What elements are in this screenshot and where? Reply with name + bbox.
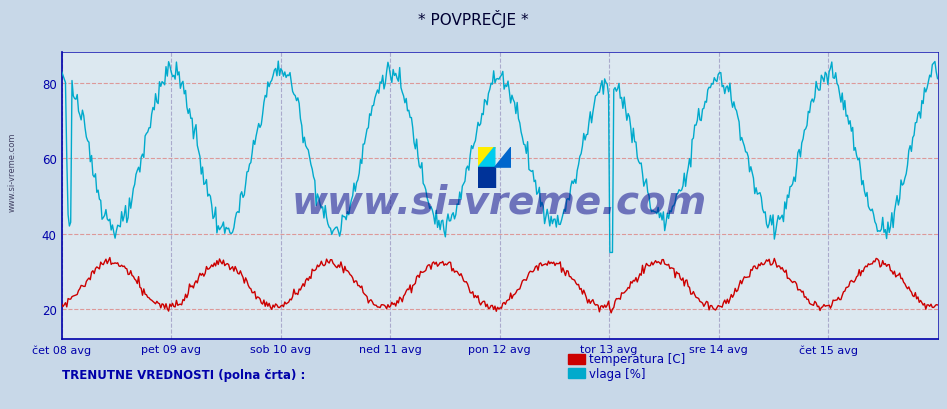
Text: vlaga [%]: vlaga [%] bbox=[589, 367, 646, 380]
Text: temperatura [C]: temperatura [C] bbox=[589, 352, 686, 365]
Text: TRENUTNE VREDNOSTI (polna črta) :: TRENUTNE VREDNOSTI (polna črta) : bbox=[62, 368, 305, 381]
Text: www.si-vreme.com: www.si-vreme.com bbox=[8, 132, 17, 211]
Polygon shape bbox=[478, 168, 495, 188]
Text: * POVPREČJE *: * POVPREČJE * bbox=[419, 10, 528, 28]
Polygon shape bbox=[478, 147, 495, 168]
Polygon shape bbox=[478, 147, 495, 168]
Text: www.si-vreme.com: www.si-vreme.com bbox=[292, 183, 707, 221]
Polygon shape bbox=[495, 147, 511, 168]
